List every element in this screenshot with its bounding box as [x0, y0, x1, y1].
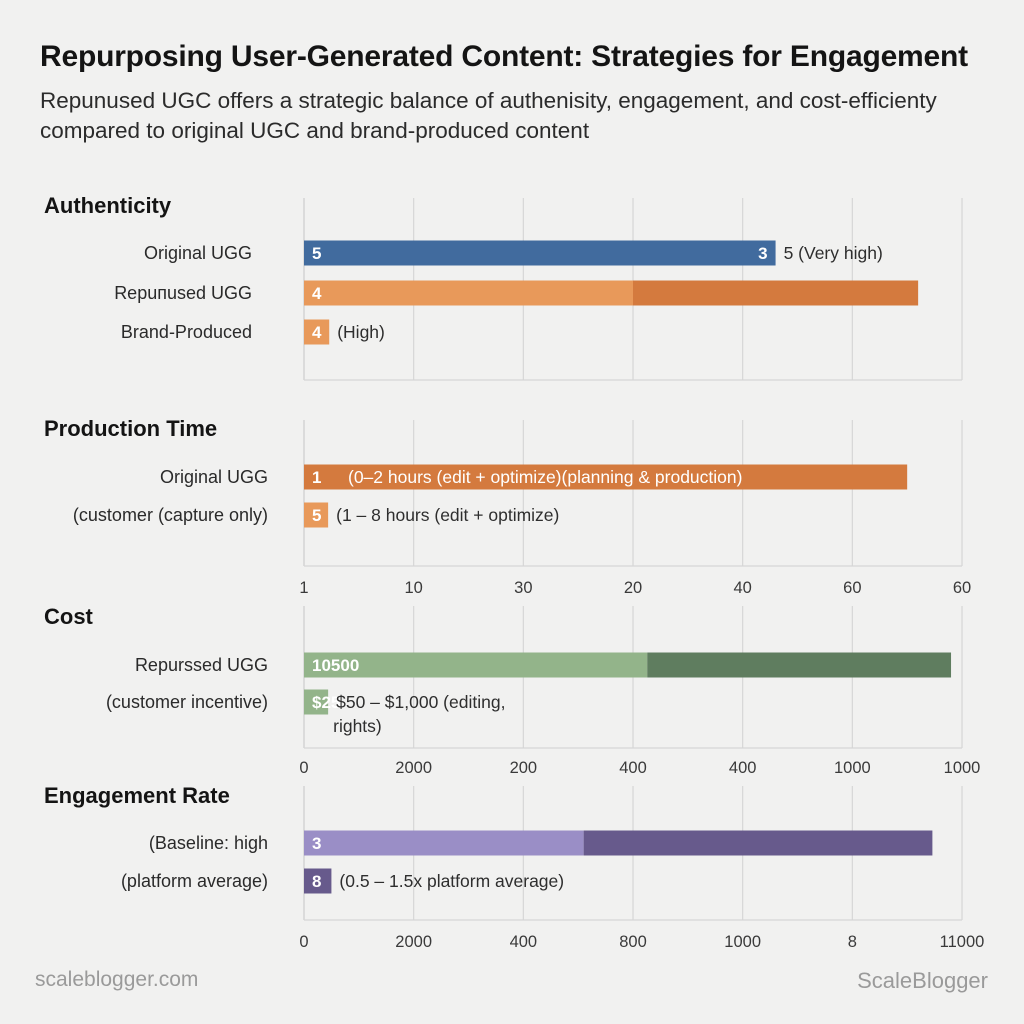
bar-segment	[647, 652, 952, 678]
tick-label: 2000	[395, 933, 432, 951]
panel-title-3: Engagement Rate	[44, 783, 230, 808]
tick-label: 400	[510, 933, 538, 951]
row-label: (customer incentive)	[106, 692, 268, 712]
tick-label: 800	[619, 933, 647, 951]
tick-label: 200	[510, 759, 538, 777]
tick-label: 11000	[940, 933, 985, 951]
bar-value-label: 4	[312, 284, 322, 303]
tick-label: 1	[299, 579, 308, 597]
bar-annotation: (1 – 8 hours (edit + optimize)	[336, 505, 559, 525]
bar-segment	[304, 502, 329, 528]
bar-value-label: 8	[312, 872, 321, 891]
chart-title: Repurposing User-Generated Content: Stra…	[40, 40, 968, 73]
row-label: (customer (capture only)	[73, 505, 268, 525]
bar-value-label: 10500	[312, 656, 359, 675]
bar-segment	[304, 280, 633, 306]
panel-title-1: Production Time	[44, 416, 217, 441]
tick-label: 1000	[724, 933, 761, 951]
bar-value-label: 5	[312, 506, 321, 525]
tick-label: 400	[729, 759, 757, 777]
row-label: Repurssed UGG	[135, 655, 268, 675]
bar-segment	[304, 689, 329, 715]
tick-label: 20	[624, 579, 642, 597]
tick-label: 2000	[395, 759, 432, 777]
panel-title-2: Cost	[44, 604, 94, 629]
bar-annotation: (0.5 – 1.5x platform average)	[339, 871, 564, 891]
panel-title-0: Authenticity	[44, 193, 172, 218]
tick-label: 60	[953, 579, 971, 597]
footer-website[interactable]: scaleblogger.com	[35, 968, 199, 991]
chart-subtitle: Repunused UGC offers a strategic balance…	[40, 88, 937, 143]
bar-value-label: $25	[312, 693, 340, 712]
bar-segment	[304, 464, 908, 490]
row-label: Original UGG	[160, 467, 268, 487]
bar-segment	[304, 830, 584, 856]
tick-label: 30	[514, 579, 532, 597]
row-label: (Baseline: high	[149, 833, 268, 853]
row-label: (platform average)	[121, 871, 268, 891]
bar-annotation: 5 (Very high)	[784, 243, 883, 263]
tick-label: 400	[619, 759, 647, 777]
bar-inline-note: (0–2 hours (edit + optimize)(planning & …	[348, 467, 742, 487]
bar-segment	[304, 240, 776, 266]
bar-segment	[583, 830, 933, 856]
bar-value-label: 3	[312, 834, 321, 853]
tick-label: 0	[299, 759, 308, 777]
bar-value-label: 5	[312, 244, 321, 263]
bar-value-label: 1	[312, 468, 321, 487]
tick-label: 8	[848, 933, 857, 951]
row-label: Brand-Produced	[121, 322, 252, 342]
tick-label: 10	[404, 579, 422, 597]
tick-label: 60	[843, 579, 861, 597]
tick-label: 1000	[944, 759, 981, 777]
bar-end-label: 3	[758, 244, 767, 263]
bar-segment	[304, 652, 648, 678]
bar-value-label: 4	[312, 323, 322, 342]
bar-segment	[304, 868, 332, 894]
tick-label: 0	[299, 933, 308, 951]
row-label: Repuпused UGG	[114, 283, 252, 303]
tick-label: 40	[733, 579, 751, 597]
footer-brand: ScaleBlogger	[857, 968, 988, 993]
tick-label: 1000	[834, 759, 871, 777]
bar-annotation: $50 – $1,000 (editing,	[336, 692, 505, 712]
bar-segment	[633, 280, 919, 306]
bar-segment	[304, 319, 330, 345]
bar-annotation: (High)	[337, 322, 385, 342]
row-label: Original UGG	[144, 243, 252, 263]
bar-annotation: rights)	[333, 716, 382, 736]
